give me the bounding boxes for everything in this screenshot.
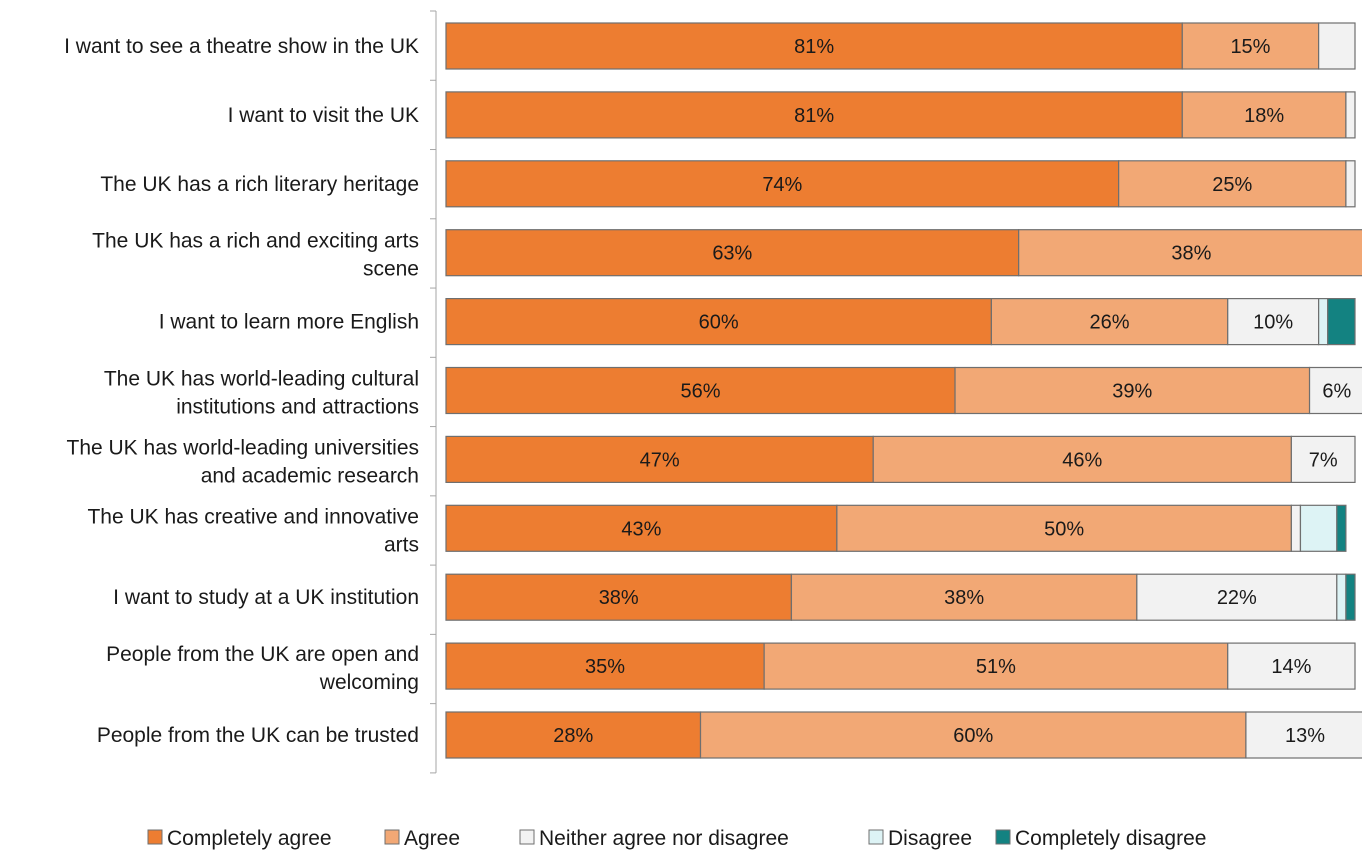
bar-segment bbox=[1327, 298, 1356, 346]
bar-segment bbox=[445, 91, 1183, 139]
data-label: 63% bbox=[712, 243, 752, 265]
bar-segment bbox=[445, 22, 1183, 70]
bar-segment bbox=[1345, 160, 1356, 208]
bar-segment bbox=[1227, 298, 1320, 346]
bar-segment bbox=[445, 435, 874, 483]
legend-label: Completely agree bbox=[167, 827, 332, 850]
bar-segment bbox=[445, 366, 956, 415]
category-label: People from the UK are open and welcoming bbox=[106, 643, 419, 694]
bar-segment bbox=[872, 435, 1292, 483]
data-label: 22% bbox=[1217, 587, 1257, 609]
legend-label: Disagree bbox=[888, 827, 972, 850]
category-label: The UK has world-leading cultural institu… bbox=[104, 368, 419, 419]
data-label: 74% bbox=[762, 174, 802, 196]
category-label: I want to study at a UK institution bbox=[113, 586, 419, 609]
bar-segment bbox=[1318, 298, 1329, 346]
data-label: 81% bbox=[794, 105, 834, 127]
data-label: 35% bbox=[585, 656, 625, 678]
bar-segment bbox=[1018, 229, 1362, 277]
legend-label: Neither agree nor disagree bbox=[539, 827, 789, 850]
legend-swatch bbox=[384, 829, 400, 845]
bar-segment bbox=[445, 229, 1020, 277]
category-label: The UK has world-leading universities and… bbox=[67, 436, 420, 487]
legend-swatch bbox=[868, 829, 884, 845]
data-label: 18% bbox=[1244, 105, 1284, 127]
data-label: 56% bbox=[681, 381, 721, 403]
bar-segment bbox=[1245, 711, 1362, 759]
data-label: 6% bbox=[1322, 381, 1351, 403]
bar-segment bbox=[445, 573, 793, 621]
category-label: People from the UK can be trusted bbox=[97, 724, 419, 747]
data-label: 81% bbox=[794, 36, 834, 58]
bar-segment bbox=[699, 711, 1247, 759]
legend-label: Completely disagree bbox=[1015, 827, 1206, 850]
category-label: The UK has a rich literary heritage bbox=[100, 173, 419, 196]
data-label: 38% bbox=[1171, 243, 1211, 265]
bar-segment bbox=[836, 504, 1292, 552]
data-label: 60% bbox=[953, 725, 993, 747]
data-label: 28% bbox=[553, 725, 593, 747]
category-label: I want to learn more English bbox=[159, 311, 419, 334]
category-label: The UK has creative and innovative arts bbox=[87, 505, 419, 556]
data-label: 25% bbox=[1212, 174, 1252, 196]
bar-segment bbox=[445, 298, 993, 346]
bar-segment bbox=[445, 711, 702, 759]
data-label: 26% bbox=[1090, 312, 1130, 334]
data-label: 50% bbox=[1044, 518, 1084, 540]
bar-segment bbox=[1290, 435, 1356, 483]
data-label: 38% bbox=[599, 587, 639, 609]
bar-segment bbox=[1299, 504, 1338, 552]
category-label: I want to see a theatre show in the UK bbox=[64, 35, 419, 58]
bar-segment bbox=[1136, 573, 1338, 621]
category-label: I want to visit the UK bbox=[228, 104, 419, 127]
bar-segment bbox=[445, 504, 838, 552]
legend-swatch bbox=[519, 829, 535, 845]
bar-segment bbox=[790, 573, 1138, 621]
data-label: 13% bbox=[1285, 725, 1325, 747]
data-label: 15% bbox=[1230, 36, 1270, 58]
bar-segment bbox=[1318, 22, 1356, 70]
legend-label: Agree bbox=[404, 827, 460, 850]
bar-segment bbox=[1345, 573, 1356, 621]
bar-segment bbox=[445, 160, 1120, 208]
bar-segment bbox=[1227, 642, 1356, 690]
data-label: 14% bbox=[1271, 656, 1311, 678]
category-label: The UK has a rich and exciting arts scene bbox=[92, 230, 419, 281]
bar-segment bbox=[1336, 504, 1347, 552]
bar-segment bbox=[1181, 22, 1320, 70]
bar-segment bbox=[445, 642, 765, 690]
data-label: 7% bbox=[1309, 449, 1338, 471]
bar-segment bbox=[990, 298, 1229, 346]
legend-swatch bbox=[995, 829, 1011, 845]
bar-segment bbox=[1308, 366, 1362, 415]
data-label: 10% bbox=[1253, 312, 1293, 334]
bar-segment bbox=[1181, 91, 1347, 139]
bar-segment bbox=[1118, 160, 1347, 208]
bar-segment bbox=[1336, 573, 1347, 621]
data-label: 51% bbox=[976, 656, 1016, 678]
bar-segment bbox=[763, 642, 1229, 690]
data-label: 60% bbox=[699, 312, 739, 334]
data-label: 43% bbox=[621, 518, 661, 540]
data-label: 39% bbox=[1112, 381, 1152, 403]
legend-swatch bbox=[147, 829, 163, 845]
data-label: 38% bbox=[944, 587, 984, 609]
bar-segment bbox=[1345, 91, 1356, 139]
data-label: 46% bbox=[1062, 449, 1102, 471]
bar-segment bbox=[1290, 504, 1302, 552]
data-label: 47% bbox=[640, 449, 680, 471]
